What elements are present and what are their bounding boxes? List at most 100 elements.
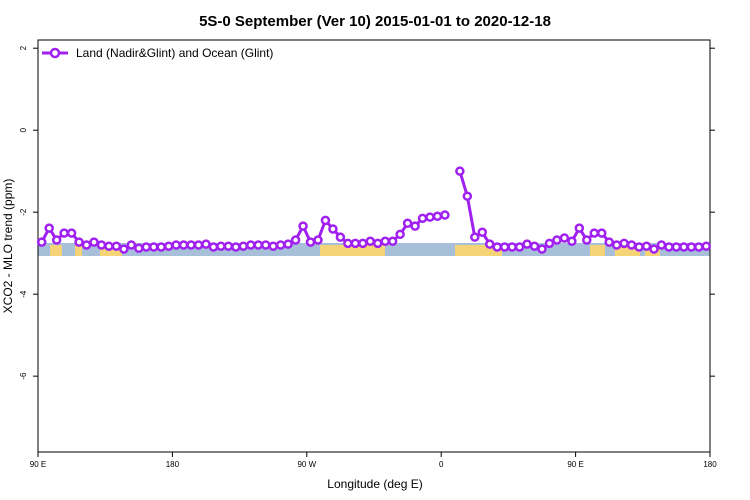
- land-patch: [455, 245, 502, 256]
- x-tick-label: 0: [439, 460, 444, 469]
- point: [126, 240, 137, 250]
- point: [537, 244, 547, 254]
- y-tick-label: -6: [19, 372, 28, 380]
- point: [694, 242, 704, 252]
- point: [51, 235, 62, 245]
- point: [686, 242, 697, 252]
- x-tick-label: 180: [703, 460, 717, 469]
- point: [350, 238, 361, 249]
- point: [275, 240, 286, 250]
- point: [141, 242, 152, 252]
- point: [514, 242, 525, 252]
- point: [664, 242, 674, 252]
- point: [119, 244, 129, 254]
- point: [343, 238, 353, 249]
- point: [44, 223, 54, 233]
- x-tick-label: 90 E: [567, 460, 583, 469]
- point: [372, 238, 383, 249]
- point: [148, 242, 159, 252]
- point: [36, 237, 47, 247]
- point: [193, 240, 204, 250]
- point: [387, 236, 398, 247]
- point: [186, 240, 196, 250]
- x-tick-label: 180: [166, 460, 180, 469]
- point: [298, 221, 308, 231]
- point: [59, 228, 69, 238]
- point: [163, 241, 174, 251]
- point: [679, 242, 689, 252]
- point: [313, 235, 323, 245]
- point: [380, 236, 390, 247]
- chart-title: 5S-0 September (Ver 10) 2015-01-01 to 20…: [199, 13, 551, 30]
- legend-label: Land (Nadir&Glint) and Ocean (Glint): [76, 46, 273, 60]
- point: [223, 241, 234, 251]
- point: [201, 239, 211, 249]
- point: [522, 239, 532, 249]
- y-tick-label: -2: [19, 208, 28, 216]
- land-patch: [615, 245, 640, 256]
- point: [649, 244, 659, 254]
- point: [470, 232, 480, 242]
- point: [208, 242, 219, 252]
- point: [81, 240, 92, 250]
- point: [283, 239, 293, 249]
- point: [529, 241, 540, 251]
- point: [260, 240, 271, 250]
- land-patch: [75, 245, 82, 256]
- series-line: [40, 170, 707, 251]
- point: [156, 242, 166, 252]
- y-tick-label: 0: [19, 127, 28, 132]
- point: [701, 241, 712, 251]
- point: [305, 237, 316, 247]
- point: [104, 241, 114, 251]
- point: [656, 240, 667, 250]
- point: [96, 240, 107, 250]
- x-tick-label: 90 W: [297, 460, 316, 469]
- point: [559, 233, 570, 243]
- legend-marker: [49, 47, 61, 59]
- point: [328, 224, 338, 234]
- point: [320, 215, 331, 226]
- x-axis-label: Longitude (deg E): [327, 477, 422, 491]
- land-patch: [590, 245, 605, 256]
- point: [238, 241, 249, 251]
- point: [619, 238, 629, 249]
- point: [395, 229, 405, 240]
- land-patch: [50, 245, 62, 256]
- point: [507, 242, 517, 252]
- point: [499, 242, 510, 252]
- point: [171, 240, 181, 250]
- point: [462, 191, 473, 201]
- point: [484, 239, 495, 249]
- point: [74, 237, 84, 247]
- point: [111, 241, 122, 251]
- point: [358, 238, 368, 249]
- point: [134, 243, 144, 254]
- point: [268, 241, 278, 251]
- point: [641, 241, 652, 251]
- point: [544, 238, 555, 249]
- point: [178, 240, 189, 250]
- point: [589, 228, 600, 238]
- y-axis-label: XCO2 - MLO trend (ppm): [1, 179, 15, 314]
- point: [402, 218, 413, 228]
- point: [410, 221, 420, 231]
- y-tick-label: 2: [19, 45, 28, 50]
- point: [626, 240, 637, 250]
- point: [246, 240, 256, 250]
- point: [417, 213, 428, 224]
- land-patch: [320, 245, 385, 256]
- point: [66, 228, 77, 238]
- x-tick-label: 90 E: [30, 460, 46, 469]
- point: [425, 212, 435, 222]
- point: [574, 223, 585, 233]
- point: [477, 227, 488, 238]
- point: [596, 228, 607, 238]
- point: [335, 232, 346, 242]
- point: [634, 242, 644, 252]
- point: [611, 240, 622, 250]
- point: [253, 240, 264, 250]
- point: [552, 235, 562, 245]
- point: [455, 166, 465, 176]
